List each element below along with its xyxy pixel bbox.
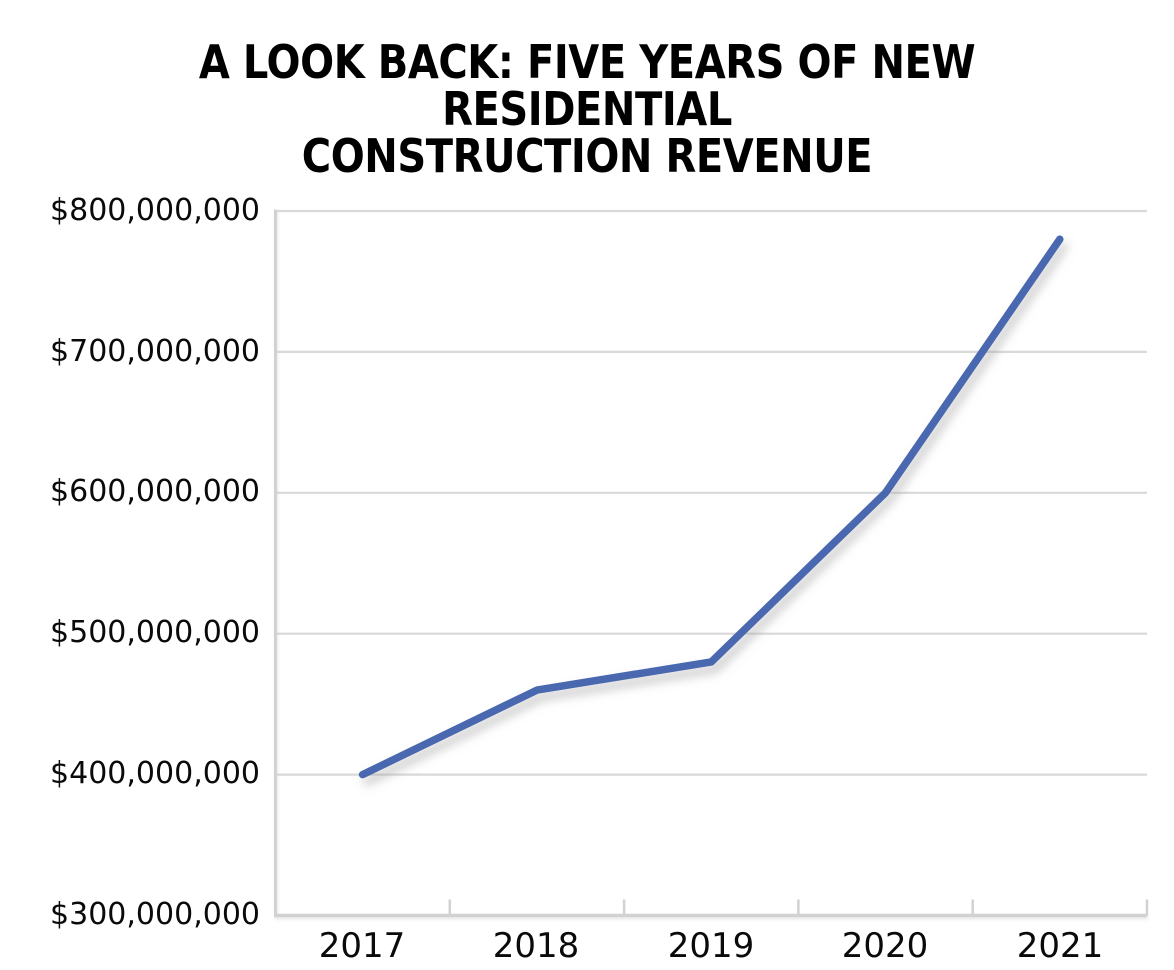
y-tick-label-600m: $600,000,000 [50, 474, 260, 509]
chart-title-line-2: CONSTRUCTION REVENUE [301, 128, 873, 183]
x-tick-label-2017: 2017 [318, 926, 406, 966]
chart-title: A LOOK BACK: FIVE YEARS OF NEW RESIDENTI… [76, 34, 1097, 183]
y-tick-label-700m: $700,000,000 [50, 334, 260, 369]
gridlines [275, 209, 1147, 776]
y-tick-label-400m: $400,000,000 [50, 756, 260, 791]
y-tick-label-300m: $300,000,000 [50, 897, 260, 932]
y-tick-label-500m: $500,000,000 [50, 615, 260, 650]
x-tick-label-2021: 2021 [1016, 926, 1104, 966]
revenue-series-line [358, 235, 1064, 779]
y-tick-label-800m: $800,000,000 [50, 193, 260, 228]
axis-ticks [274, 899, 1149, 916]
chart-title-line-1: A LOOK BACK: FIVE YEARS OF NEW RESIDENTI… [198, 34, 976, 136]
x-tick-label-2019: 2019 [667, 926, 755, 966]
x-tick-label-2020: 2020 [841, 926, 929, 966]
x-tick-label-2018: 2018 [492, 926, 580, 966]
plot-axes [274, 209, 1147, 918]
